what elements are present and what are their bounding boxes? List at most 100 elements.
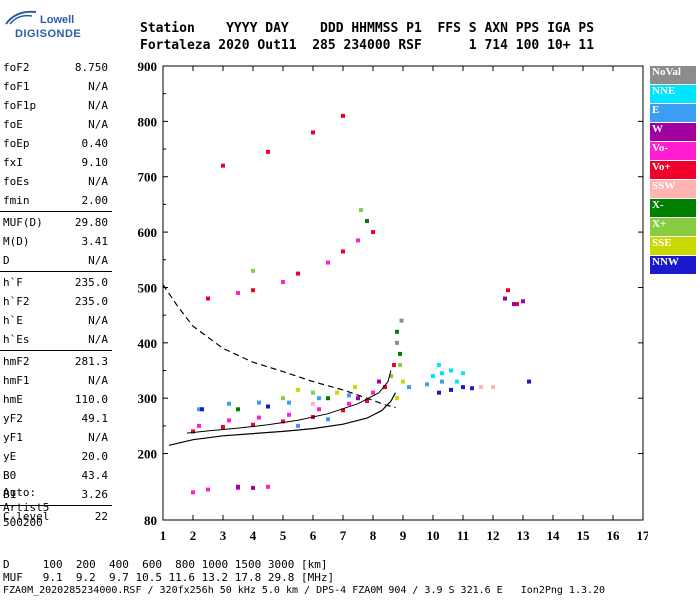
- param-separator: [0, 505, 112, 506]
- legend-item: X-: [650, 199, 696, 217]
- logo-text-digisonde: DIGISONDE: [15, 28, 82, 40]
- param-value: 3.26: [81, 488, 109, 501]
- data-point: [527, 379, 531, 384]
- param-separator: [0, 350, 112, 351]
- data-point: [227, 418, 231, 423]
- data-point: [236, 407, 240, 412]
- param-name: hmE: [3, 393, 23, 406]
- legend-item: SSW: [650, 180, 696, 198]
- data-point: [506, 288, 510, 293]
- data-point: [398, 362, 402, 367]
- data-point: [371, 390, 375, 395]
- param-name: foE: [3, 118, 23, 131]
- data-point: [257, 400, 261, 405]
- data-point: [251, 422, 255, 427]
- muf-row: MUF 9.1 9.2 9.7 10.5 11.6 13.2 17.8 29.8…: [3, 571, 335, 584]
- auto-version: 500200: [3, 516, 43, 529]
- data-point: [455, 379, 459, 384]
- param-name: fmin: [3, 194, 30, 207]
- param-value: N/A: [88, 431, 108, 444]
- x-tick-label: 17: [637, 528, 649, 543]
- digisonde-logo: Lowell DIGISONDE: [2, 6, 81, 42]
- file-info-footer: FZA0M_2020285234000.RSF / 320fx256h 50 k…: [3, 585, 606, 596]
- data-point: [377, 379, 381, 384]
- header-label-station: Station: [140, 21, 195, 36]
- param-value: 2.00: [81, 194, 109, 207]
- data-point: [326, 396, 330, 401]
- data-point: [281, 396, 285, 401]
- header-label-iga: IGA: [547, 21, 571, 36]
- header-value-station: Fortaleza: [140, 38, 211, 53]
- x-tick-label: 7: [340, 528, 347, 543]
- param-name: fxI: [3, 156, 23, 169]
- header-label-ddd: DDD: [320, 21, 344, 36]
- data-point: [365, 398, 369, 403]
- y-tick-label: 300: [138, 391, 158, 406]
- data-point: [191, 490, 195, 495]
- logo-arc-icon: [5, 10, 37, 25]
- data-point: [341, 249, 345, 254]
- data-point: [401, 379, 405, 384]
- param-name: foF1: [3, 80, 30, 93]
- legend-item: Vo+: [650, 161, 696, 179]
- y-tick-label: 400: [138, 336, 158, 351]
- ionogram-chart: 1 2 3 4 5 6 7 8 9 10 11 12 13 14 15 16 17802003004005006…: [138, 59, 649, 543]
- header-value-day: Out11: [257, 38, 297, 53]
- data-point: [266, 484, 270, 489]
- param-row: C-level 22: [0, 507, 112, 526]
- data-point: [281, 419, 285, 424]
- data-point: [206, 487, 210, 492]
- y-tick-label: 700: [138, 170, 158, 185]
- x-tick-label: 10: [427, 528, 440, 543]
- data-point: [206, 296, 210, 301]
- profile-trace-dashed: [162, 284, 396, 409]
- param-value: 9.10: [81, 156, 109, 169]
- param-row: foE N/A: [0, 115, 112, 134]
- data-point: [287, 412, 291, 417]
- x-tick-label: 6: [310, 528, 317, 543]
- legend-item: X+: [650, 218, 696, 236]
- param-row: hmF2 281.3: [0, 352, 112, 371]
- data-point: [341, 408, 345, 413]
- param-name: h`F: [3, 276, 23, 289]
- param-row: MUF(D) 29.80: [0, 213, 112, 232]
- data-point: [236, 484, 240, 489]
- data-point: [425, 382, 429, 387]
- param-name: C-level: [3, 510, 50, 523]
- data-point: [356, 396, 360, 401]
- header-label-p1: P1: [406, 21, 422, 36]
- header-value-ps: 11: [578, 38, 595, 53]
- param-row: yF2 49.1: [0, 409, 112, 428]
- legend-item: E: [650, 104, 696, 122]
- data-point: [266, 149, 270, 154]
- data-point: [395, 340, 399, 345]
- y-tick-label: 900: [138, 59, 158, 74]
- ordinary-trace-fit: [186, 370, 392, 434]
- param-name: M(D): [3, 235, 30, 248]
- y-tick-label: 800: [138, 114, 158, 129]
- param-row: B0 43.4: [0, 466, 112, 485]
- legend-item: NoVal: [650, 66, 696, 84]
- param-row: hmE 110.0: [0, 390, 112, 409]
- data-point: [317, 396, 321, 401]
- header-value-p1: RSF: [398, 38, 422, 53]
- data-point: [440, 379, 444, 384]
- data-point: [491, 385, 495, 390]
- legend-item: NNW: [650, 256, 696, 274]
- data-point: [236, 291, 240, 295]
- data-point: [365, 219, 369, 224]
- muf-table: D 100 200 400 600 800 1000 1500 3000 [km…: [3, 558, 334, 584]
- data-point: [389, 374, 393, 379]
- param-value: N/A: [88, 80, 108, 93]
- param-name: yF1: [3, 431, 23, 444]
- data-point: [356, 238, 360, 243]
- x-tick-label: 14: [547, 528, 561, 543]
- param-value: N/A: [88, 99, 108, 112]
- param-value: N/A: [88, 254, 108, 267]
- x-tick-label: 3: [220, 528, 227, 543]
- data-point: [311, 401, 315, 406]
- data-point: [503, 296, 507, 301]
- auto-label: Auto:: [3, 486, 37, 499]
- data-point: [296, 423, 300, 428]
- data-point: [227, 401, 231, 406]
